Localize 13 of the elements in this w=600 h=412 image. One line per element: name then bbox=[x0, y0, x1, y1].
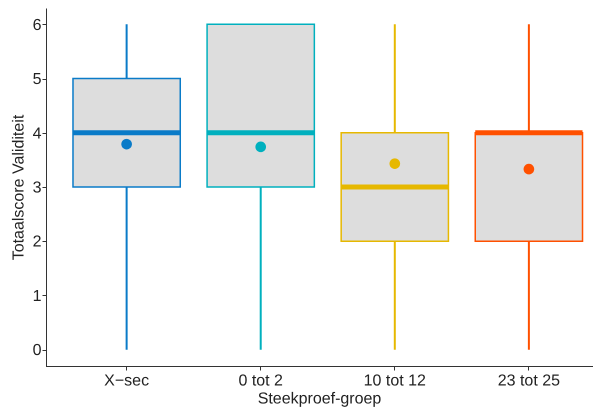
y-tick-label: 0 bbox=[32, 342, 42, 360]
y-tick-label: 4 bbox=[32, 125, 42, 142]
x-tick-label: 10 tot 12 bbox=[364, 372, 426, 390]
y-tick-label: 1 bbox=[32, 288, 42, 305]
y-tick-label: 5 bbox=[32, 71, 42, 88]
y-axis-title: Totaalscore Validiteit bbox=[10, 114, 28, 260]
y-tick-label: 3 bbox=[32, 180, 42, 196]
x-tick-label: 0 tot 2 bbox=[238, 372, 284, 390]
x-tick-label: X−sec bbox=[104, 372, 150, 390]
y-tick-label: 2 bbox=[32, 234, 42, 251]
x-tick-label: 23 tot 25 bbox=[498, 372, 560, 390]
y-tick-label: 6 bbox=[32, 16, 42, 34]
x-axis-title: Steekproef-groep bbox=[258, 390, 382, 408]
